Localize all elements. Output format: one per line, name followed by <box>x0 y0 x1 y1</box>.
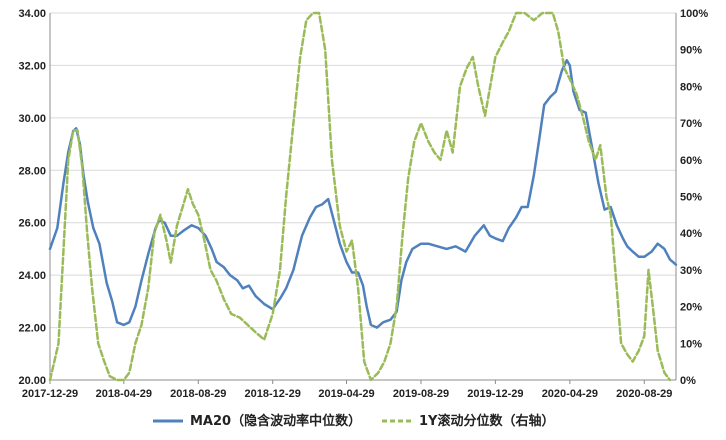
series-lines <box>48 11 678 382</box>
right-tick-label: 70% <box>680 118 702 130</box>
left-tick-label: 34.00 <box>18 8 46 20</box>
left-axis-ticks: 20.00 22.00 24.00 26.00 28.00 30.00 32.00 34.00 <box>18 8 46 387</box>
right-tick-label: 40% <box>680 228 702 240</box>
right-axis-ticks: 0% 10% 20% 30% 40% 50% 60% 70% 80% 90% 100% <box>680 8 708 387</box>
x-tick-label: 2019-04-29 <box>318 388 374 400</box>
axes <box>49 13 677 381</box>
right-tick-label: 10% <box>680 338 702 350</box>
x-tick-label: 2020-08-29 <box>616 388 672 400</box>
x-tick-label: 2019-12-29 <box>467 388 523 400</box>
x-tick-label: 2017-12-29 <box>22 388 78 400</box>
left-tick-label: 26.00 <box>18 218 46 230</box>
legend-label-ma20: MA20（隐含波动率中位数） <box>190 413 361 429</box>
x-tick-label: 2018-12-29 <box>245 388 301 400</box>
legend-label-1y-percentile: 1Y滚动分位数（右轴） <box>419 413 554 429</box>
right-tick-label: 30% <box>680 265 702 277</box>
grid-lines <box>50 12 676 381</box>
right-tick-label: 80% <box>680 81 702 93</box>
left-tick-label: 24.00 <box>18 270 46 282</box>
right-tick-label: 20% <box>680 302 702 314</box>
right-tick-label: 0% <box>680 375 696 387</box>
legend: MA20（隐含波动率中位数） 1Y滚动分位数（右轴） <box>153 413 554 429</box>
series-line-1y-percentile <box>48 11 672 382</box>
right-tick-label: 60% <box>680 155 702 167</box>
series-line-ma20 <box>48 58 678 329</box>
x-tick-label: 2019-08-29 <box>393 388 449 400</box>
right-tick-label: 90% <box>680 45 702 57</box>
left-tick-label: 30.00 <box>18 113 46 125</box>
left-tick-label: 22.00 <box>18 323 46 335</box>
x-tick-label: 2020-04-29 <box>542 388 598 400</box>
x-axis-ticks: 2017-12-29 2018-04-29 2018-08-29 2018-12-29… <box>22 380 672 400</box>
right-tick-label: 100% <box>680 8 708 20</box>
right-tick-label: 50% <box>680 192 702 204</box>
x-tick-label: 2018-08-29 <box>170 388 226 400</box>
left-tick-label: 28.00 <box>18 165 46 177</box>
left-tick-label: 32.00 <box>18 60 46 72</box>
x-tick-label: 2018-04-29 <box>96 388 152 400</box>
left-tick-label: 20.00 <box>18 375 46 387</box>
